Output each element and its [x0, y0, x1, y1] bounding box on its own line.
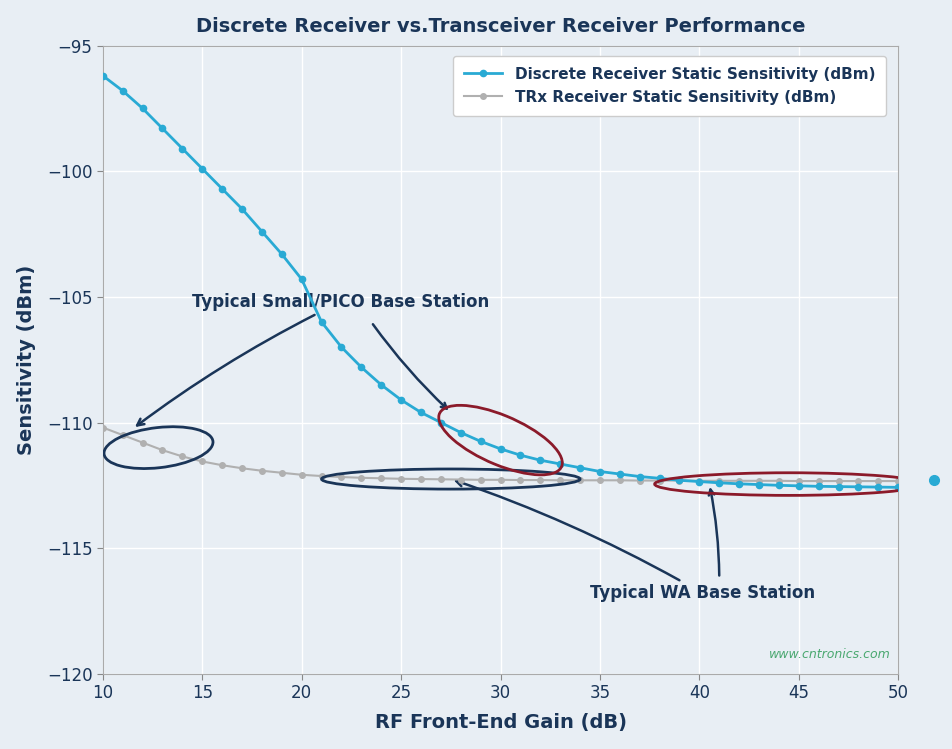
TRx Receiver Static Sensitivity (dBm) [693, 476, 704, 485]
Discrete Receiver Static Sensitivity (dBm) [812, 482, 823, 491]
TRx Receiver Static Sensitivity (dBm) [633, 476, 645, 485]
Discrete Receiver Static Sensitivity (dBm) [892, 483, 903, 492]
TRx Receiver Static Sensitivity (dBm) [792, 476, 803, 485]
Discrete Receiver Static Sensitivity (dBm) [137, 104, 149, 113]
TRx Receiver Static Sensitivity (dBm) [713, 476, 724, 485]
Line: TRx Receiver Static Sensitivity (dBm): TRx Receiver Static Sensitivity (dBm) [100, 425, 900, 484]
Discrete Receiver Static Sensitivity (dBm) [435, 418, 446, 427]
Title: Discrete Receiver vs.Transceiver Receiver Performance: Discrete Receiver vs.Transceiver Receive… [195, 16, 804, 36]
TRx Receiver Static Sensitivity (dBm) [594, 476, 605, 485]
TRx Receiver Static Sensitivity (dBm) [772, 476, 783, 485]
Discrete Receiver Static Sensitivity (dBm) [633, 472, 645, 481]
Discrete Receiver Static Sensitivity (dBm) [196, 164, 208, 173]
TRx Receiver Static Sensitivity (dBm) [216, 461, 228, 470]
Discrete Receiver Static Sensitivity (dBm) [315, 318, 327, 327]
TRx Receiver Static Sensitivity (dBm) [574, 476, 585, 485]
Legend: Discrete Receiver Static Sensitivity (dBm), TRx Receiver Static Sensitivity (dBm: Discrete Receiver Static Sensitivity (dB… [453, 56, 884, 115]
TRx Receiver Static Sensitivity (dBm) [355, 473, 367, 482]
Discrete Receiver Static Sensitivity (dBm) [176, 144, 188, 153]
TRx Receiver Static Sensitivity (dBm) [375, 474, 387, 483]
TRx Receiver Static Sensitivity (dBm) [812, 476, 823, 485]
Discrete Receiver Static Sensitivity (dBm) [752, 480, 764, 489]
Discrete Receiver Static Sensitivity (dBm) [454, 428, 466, 437]
Discrete Receiver Static Sensitivity (dBm) [474, 437, 486, 446]
TRx Receiver Static Sensitivity (dBm) [315, 472, 327, 481]
Discrete Receiver Static Sensitivity (dBm) [713, 479, 724, 488]
Y-axis label: Sensitivity (dBm): Sensitivity (dBm) [16, 264, 35, 455]
Line: Discrete Receiver Static Sensitivity (dBm): Discrete Receiver Static Sensitivity (dB… [100, 73, 901, 491]
Discrete Receiver Static Sensitivity (dBm) [494, 444, 506, 453]
Discrete Receiver Static Sensitivity (dBm) [594, 467, 605, 476]
Discrete Receiver Static Sensitivity (dBm) [296, 275, 307, 284]
Discrete Receiver Static Sensitivity (dBm) [852, 482, 863, 491]
Discrete Receiver Static Sensitivity (dBm) [97, 71, 109, 80]
TRx Receiver Static Sensitivity (dBm) [97, 423, 109, 432]
Discrete Receiver Static Sensitivity (dBm) [832, 482, 843, 491]
Discrete Receiver Static Sensitivity (dBm) [395, 395, 407, 404]
TRx Receiver Static Sensitivity (dBm) [137, 438, 149, 447]
TRx Receiver Static Sensitivity (dBm) [613, 476, 625, 485]
Discrete Receiver Static Sensitivity (dBm) [613, 470, 625, 479]
TRx Receiver Static Sensitivity (dBm) [117, 431, 129, 440]
TRx Receiver Static Sensitivity (dBm) [236, 464, 248, 473]
TRx Receiver Static Sensitivity (dBm) [156, 446, 168, 455]
Discrete Receiver Static Sensitivity (dBm) [574, 463, 585, 472]
Discrete Receiver Static Sensitivity (dBm) [792, 482, 803, 491]
TRx Receiver Static Sensitivity (dBm) [415, 475, 426, 484]
TRx Receiver Static Sensitivity (dBm) [534, 476, 545, 485]
TRx Receiver Static Sensitivity (dBm) [176, 452, 188, 461]
TRx Receiver Static Sensitivity (dBm) [832, 476, 843, 485]
Discrete Receiver Static Sensitivity (dBm) [375, 380, 387, 389]
TRx Receiver Static Sensitivity (dBm) [733, 476, 744, 485]
Discrete Receiver Static Sensitivity (dBm) [673, 476, 684, 485]
Discrete Receiver Static Sensitivity (dBm) [514, 451, 526, 460]
TRx Receiver Static Sensitivity (dBm) [435, 475, 446, 484]
Text: Typical WA Base Station: Typical WA Base Station [456, 480, 814, 602]
Discrete Receiver Static Sensitivity (dBm) [276, 249, 288, 258]
Discrete Receiver Static Sensitivity (dBm) [117, 86, 129, 95]
TRx Receiver Static Sensitivity (dBm) [256, 467, 268, 476]
TRx Receiver Static Sensitivity (dBm) [514, 476, 526, 485]
TRx Receiver Static Sensitivity (dBm) [892, 476, 903, 485]
Discrete Receiver Static Sensitivity (dBm) [534, 455, 545, 464]
TRx Receiver Static Sensitivity (dBm) [752, 476, 764, 485]
TRx Receiver Static Sensitivity (dBm) [395, 474, 407, 483]
Discrete Receiver Static Sensitivity (dBm) [653, 474, 664, 483]
Discrete Receiver Static Sensitivity (dBm) [554, 459, 565, 468]
Discrete Receiver Static Sensitivity (dBm) [415, 408, 426, 417]
TRx Receiver Static Sensitivity (dBm) [454, 475, 466, 484]
TRx Receiver Static Sensitivity (dBm) [494, 476, 506, 485]
TRx Receiver Static Sensitivity (dBm) [673, 476, 684, 485]
TRx Receiver Static Sensitivity (dBm) [872, 476, 883, 485]
Text: www.cntronics.com: www.cntronics.com [767, 648, 889, 661]
TRx Receiver Static Sensitivity (dBm) [296, 470, 307, 479]
Discrete Receiver Static Sensitivity (dBm) [772, 481, 783, 490]
Discrete Receiver Static Sensitivity (dBm) [335, 342, 347, 351]
TRx Receiver Static Sensitivity (dBm) [276, 468, 288, 477]
Discrete Receiver Static Sensitivity (dBm) [872, 482, 883, 491]
TRx Receiver Static Sensitivity (dBm) [653, 476, 664, 485]
TRx Receiver Static Sensitivity (dBm) [335, 473, 347, 482]
TRx Receiver Static Sensitivity (dBm) [554, 476, 565, 485]
X-axis label: RF Front-End Gain (dB): RF Front-End Gain (dB) [374, 713, 625, 733]
Discrete Receiver Static Sensitivity (dBm) [216, 184, 228, 193]
Text: Typical Small/PICO Base Station: Typical Small/PICO Base Station [137, 293, 489, 425]
Discrete Receiver Static Sensitivity (dBm) [256, 227, 268, 236]
TRx Receiver Static Sensitivity (dBm) [474, 476, 486, 485]
Discrete Receiver Static Sensitivity (dBm) [693, 477, 704, 486]
Discrete Receiver Static Sensitivity (dBm) [236, 204, 248, 213]
Discrete Receiver Static Sensitivity (dBm) [355, 363, 367, 372]
TRx Receiver Static Sensitivity (dBm) [196, 457, 208, 466]
TRx Receiver Static Sensitivity (dBm) [852, 476, 863, 485]
Discrete Receiver Static Sensitivity (dBm) [156, 124, 168, 133]
Discrete Receiver Static Sensitivity (dBm) [733, 479, 744, 488]
